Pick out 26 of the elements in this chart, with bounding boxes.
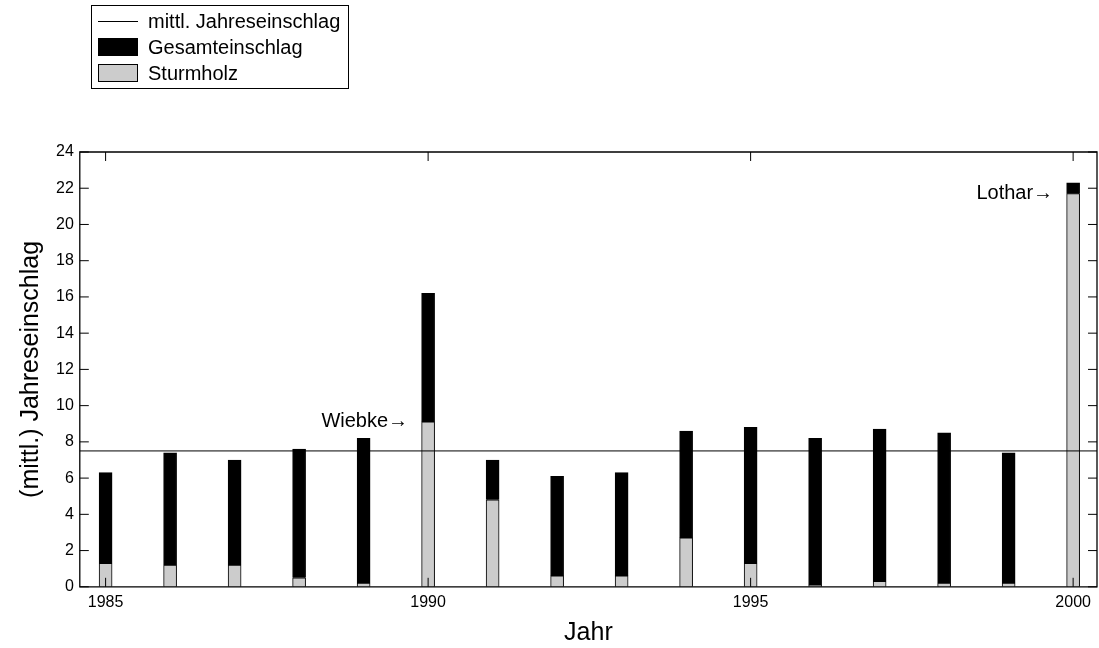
x-tick-label: 1995 <box>732 592 769 610</box>
annotation: Wiebke→ <box>321 409 409 432</box>
x-tick-label: 1985 <box>87 592 124 610</box>
legend-label: Gesamteinschlag <box>148 35 303 60</box>
y-tick-label: 20 <box>56 214 74 232</box>
y-tick-label: 22 <box>56 178 74 196</box>
bar <box>421 292 435 422</box>
y-tick-label: 24 <box>56 142 74 160</box>
y-tick-label: 8 <box>64 432 74 450</box>
legend-label: mittl. Jahreseinschlag <box>148 9 341 34</box>
y-tick-label: 4 <box>64 504 74 522</box>
bar <box>550 475 564 576</box>
y-axis-title: (mittl.) Jahreseinschlag <box>14 240 43 498</box>
y-tick-label: 16 <box>56 287 74 305</box>
y-tick-label: 12 <box>56 359 74 377</box>
y-tick-label: 0 <box>64 577 74 595</box>
y-tick-label: 18 <box>56 251 74 269</box>
y-tick-label: 6 <box>64 468 74 486</box>
y-tick-label: 14 <box>56 323 74 341</box>
y-tick-label: 10 <box>56 396 74 414</box>
legend-label: Sturmholz <box>148 61 239 86</box>
x-axis-title: Jahr <box>564 616 613 645</box>
x-tick-label: 1990 <box>410 592 447 610</box>
y-tick-label: 2 <box>64 540 74 558</box>
x-tick-label: 2000 <box>1055 592 1092 610</box>
annotation: Lothar→ <box>976 181 1054 204</box>
